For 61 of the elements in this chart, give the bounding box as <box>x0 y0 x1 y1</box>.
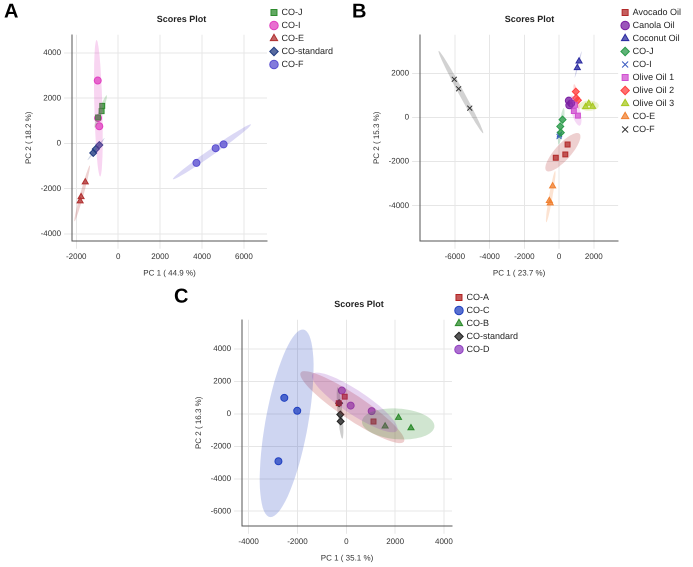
x-axis-title: PC 1 ( 35.1 %) <box>320 553 374 562</box>
legend-label: CO-B <box>466 318 489 328</box>
y-tick-label: -4000 <box>40 229 62 238</box>
text: C <box>174 286 188 308</box>
y-tick-label: -2000 <box>40 184 62 193</box>
legend-label: Avocado Oil <box>632 6 682 17</box>
x-tick-label: 4000 <box>435 536 454 546</box>
legend-label: Olive Oil 3 <box>632 98 674 108</box>
y-tick-label: 0 <box>56 138 62 148</box>
x-tick-label: 0 <box>556 252 562 261</box>
x-tick-label: -4000 <box>238 536 260 546</box>
x-tick-label: -4000 <box>479 252 500 261</box>
y-tick-label: -4000 <box>388 200 410 210</box>
y-tick-label: 0 <box>226 409 232 418</box>
x-tick-label: 4000 <box>193 252 212 261</box>
x-tick-label: 0 <box>116 252 121 261</box>
x-tick-label: 2000 <box>151 252 170 261</box>
legend-label: CO-J <box>281 6 302 17</box>
legend-label: CO-F <box>632 124 656 134</box>
legend-label: Coconut Oil <box>632 32 680 43</box>
legend-label: CO-J <box>632 46 654 56</box>
y-tick-label: 4000 <box>213 344 232 354</box>
legend-label: Canola Oil <box>632 20 675 30</box>
legend-label: CO-C <box>466 304 490 315</box>
y-tick-label: 0 <box>404 112 410 122</box>
y-tick-label: -2000 <box>210 442 232 451</box>
y-tick-label: -6000 <box>210 506 232 516</box>
y-axis-title: PC 2 ( 15.3 %) <box>372 111 382 164</box>
x-axis-title: PC 1 ( 23.7 %) <box>492 268 546 278</box>
legend-label: Olive Oil 2 <box>632 84 674 95</box>
legend-label: CO-F <box>281 58 304 69</box>
legend-label: CO-I <box>632 58 652 69</box>
x-tick-label: 6000 <box>235 252 254 261</box>
legend-label: CO-E <box>281 32 304 43</box>
legend-label: CO-standard <box>281 46 334 56</box>
chart-title: Scores Plot <box>156 14 206 24</box>
legend-label: CO-D <box>466 344 490 354</box>
legend-label: CO-A <box>466 292 489 302</box>
y-axis-title: PC 2 ( 18.2 %) <box>24 111 34 164</box>
x-tick-label: 2000 <box>584 252 604 261</box>
x-tick-label: -2000 <box>66 252 88 261</box>
x-tick-label: -2000 <box>514 252 536 261</box>
x-tick-label: -2000 <box>287 536 308 546</box>
legend-label: CO-E <box>632 110 656 121</box>
y-tick-label: -4000 <box>210 474 232 483</box>
y-tick-label: 2000 <box>213 376 232 386</box>
legend-label: CO-I <box>281 20 300 30</box>
x-tick-label: -6000 <box>444 252 466 261</box>
chart-title: Scores Plot <box>504 14 554 24</box>
y-axis-title: PC 2 ( 16.3 %) <box>194 396 204 450</box>
x-axis-title: PC 1 ( 44.9 %) <box>143 268 196 278</box>
x-tick-label: 0 <box>344 536 350 546</box>
legend-label: CO-standard <box>466 330 518 341</box>
y-tick-label: 4000 <box>43 48 62 58</box>
text: A <box>4 0 18 23</box>
legend-label: Olive Oil 1 <box>632 72 674 82</box>
y-tick-label: 2000 <box>43 93 62 102</box>
y-tick-label: 2000 <box>391 68 410 78</box>
text: B <box>352 0 366 23</box>
y-tick-label: -2000 <box>388 156 410 166</box>
chart-title: Scores Plot <box>334 298 384 309</box>
